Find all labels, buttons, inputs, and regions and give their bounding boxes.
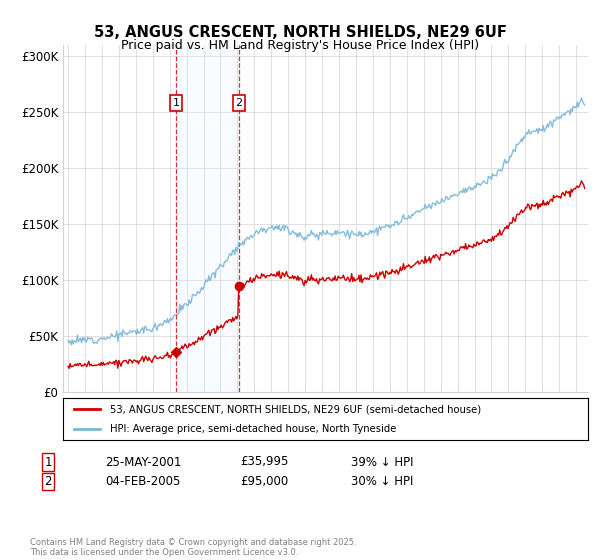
- Text: 04-FEB-2005: 04-FEB-2005: [105, 475, 181, 488]
- Text: 1: 1: [44, 455, 52, 469]
- Text: Price paid vs. HM Land Registry's House Price Index (HPI): Price paid vs. HM Land Registry's House …: [121, 39, 479, 52]
- Text: £95,000: £95,000: [240, 475, 288, 488]
- Text: HPI: Average price, semi-detached house, North Tyneside: HPI: Average price, semi-detached house,…: [110, 424, 397, 434]
- Text: 2: 2: [235, 98, 242, 108]
- Text: £35,995: £35,995: [240, 455, 289, 469]
- Text: 1: 1: [173, 98, 179, 108]
- Text: 53, ANGUS CRESCENT, NORTH SHIELDS, NE29 6UF: 53, ANGUS CRESCENT, NORTH SHIELDS, NE29 …: [94, 25, 506, 40]
- Text: Contains HM Land Registry data © Crown copyright and database right 2025.
This d: Contains HM Land Registry data © Crown c…: [30, 538, 356, 557]
- Text: 25-MAY-2001: 25-MAY-2001: [105, 455, 181, 469]
- Text: 39% ↓ HPI: 39% ↓ HPI: [351, 455, 413, 469]
- Text: 2: 2: [44, 475, 52, 488]
- Text: 53, ANGUS CRESCENT, NORTH SHIELDS, NE29 6UF (semi-detached house): 53, ANGUS CRESCENT, NORTH SHIELDS, NE29 …: [110, 404, 481, 414]
- Bar: [176, 45, 239, 392]
- Text: 30% ↓ HPI: 30% ↓ HPI: [351, 475, 413, 488]
